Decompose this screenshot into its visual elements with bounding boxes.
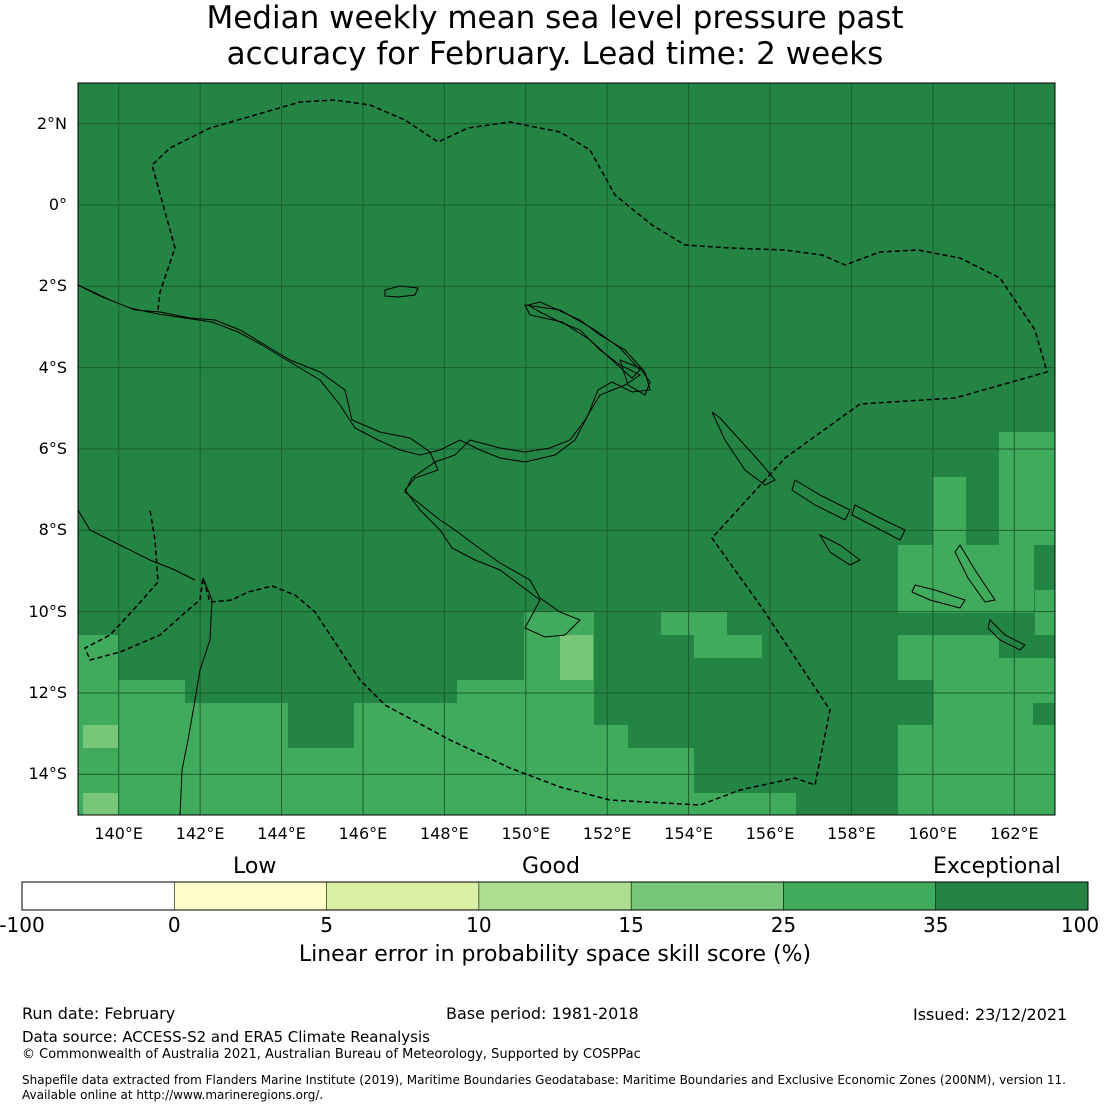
coastline-solomon-3 <box>818 533 861 566</box>
lon-label: 156°E <box>745 824 795 843</box>
shapefile-credit-1: Shapefile data extracted from Flanders M… <box>22 1073 1066 1087</box>
lat-label: 8°S <box>38 520 67 540</box>
skill-cell-5 <box>933 658 1055 703</box>
coastline-cape-york <box>179 577 213 816</box>
legend-category-good: Good <box>522 854 580 879</box>
base-period: Base period: 1981-2018 <box>446 1004 639 1023</box>
lat-label: 0° <box>48 195 67 214</box>
colorbar-tick: 10 <box>466 913 492 937</box>
skill-cell-1 <box>933 477 966 545</box>
skill-cell-19 <box>694 793 796 815</box>
legend-category-low: Low <box>233 854 277 879</box>
colorbar-segment-2 <box>326 882 479 910</box>
shapefile-credit-2: Available online at http://www.marinereg… <box>22 1088 324 1102</box>
colorbar-tick: -100 <box>0 913 45 937</box>
lon-label: 154°E <box>664 824 713 843</box>
colorbar-tick: 35 <box>922 913 949 937</box>
skill-cell-2 <box>898 545 1034 613</box>
map-gridlines <box>78 83 1055 815</box>
lat-label: 4°S <box>38 357 67 377</box>
skill-cell-3 <box>1035 590 1055 635</box>
title-line-2: accuracy for February. Lead time: 2 week… <box>226 36 884 72</box>
eez-boundary-png <box>84 99 1048 806</box>
colorbar-tick: 5 <box>320 913 333 937</box>
run-date: Run date: February <box>22 1004 176 1023</box>
data-source: Data source: ACCESS-S2 and ERA5 Climate … <box>22 1028 430 1046</box>
coastline-new-britain <box>524 304 641 379</box>
colorbar-tick: 15 <box>618 913 644 937</box>
skill-cell-0 <box>999 432 1055 545</box>
colorbar-segment-6 <box>935 882 1088 910</box>
coastline-solomon-4 <box>911 584 966 609</box>
skill-cell-15 <box>594 725 628 815</box>
lat-label: 10°S <box>28 601 67 621</box>
skill-cell-7 <box>898 725 1055 815</box>
coastline-solomon-5 <box>954 544 996 603</box>
skill-cell-21 <box>83 793 118 815</box>
skill-cell-22 <box>560 635 593 680</box>
lon-label: 162°E <box>989 824 1039 843</box>
colorbar-segment-0 <box>22 882 175 910</box>
lat-label: 12°S <box>28 683 67 702</box>
skill-cell-17 <box>661 612 727 635</box>
colorbar-tick: 0 <box>167 913 181 937</box>
lon-label: 140°E <box>94 824 144 843</box>
colorbar-tick: 100 <box>1060 913 1100 937</box>
lon-label: 142°E <box>175 824 225 843</box>
coastline-solomon-2 <box>851 504 906 541</box>
coastline-bougainville <box>711 411 776 486</box>
map-frame <box>77 82 1056 816</box>
colorbar-border <box>21 881 1089 911</box>
lon-label: 150°E <box>501 824 551 843</box>
colorbar-title: Linear error in probability space skill … <box>298 942 812 967</box>
skill-cell-11 <box>288 748 354 815</box>
coastline-islands-se <box>987 619 1026 651</box>
lon-label: 148°E <box>420 824 469 843</box>
lat-label: 6°S <box>38 439 67 458</box>
title-line-1: Median weekly mean sea level pressure pa… <box>206 0 904 36</box>
lon-label: 158°E <box>827 824 876 843</box>
lon-label: 160°E <box>908 824 958 843</box>
lon-label: 146°E <box>338 824 388 843</box>
skill-cell-20 <box>83 725 118 748</box>
lat-label: 2°S <box>38 276 67 296</box>
colorbar-segment-1 <box>174 882 327 910</box>
lon-label: 152°E <box>582 824 632 843</box>
copyright: © Commonwealth of Australia 2021, Austra… <box>22 1047 641 1062</box>
coastline-new-ireland <box>619 359 651 396</box>
coastline-manus <box>384 285 419 298</box>
skill-cell-16 <box>628 748 694 815</box>
colorbar-segment-4 <box>631 882 784 910</box>
coastline-new-guinea <box>77 284 651 638</box>
lat-label: 14°S <box>28 764 67 784</box>
legend-category-exceptional: Exceptional <box>933 854 1061 879</box>
coastline-solomon-1 <box>791 479 851 521</box>
colorbar-tick: 25 <box>770 913 797 937</box>
coastline-gulf-of-carpentaria <box>77 509 196 581</box>
coastlines <box>77 284 1026 816</box>
skill-cell-18 <box>694 635 762 658</box>
skill-cell-9 <box>118 680 185 815</box>
issued-date: Issued: 23/12/2021 <box>913 1005 1068 1024</box>
colorbar-segment-5 <box>783 882 936 910</box>
lon-label: 144°E <box>257 824 306 843</box>
skill-cell-13 <box>457 680 524 703</box>
skill-cell-6 <box>933 703 1033 725</box>
skill-cell-12 <box>354 703 524 815</box>
colorbar-segment-3 <box>478 882 632 910</box>
lat-label: 2°N <box>36 113 67 133</box>
skill-cell-10 <box>185 703 288 815</box>
colorbar <box>21 881 1089 911</box>
chart-title: Median weekly mean sea level pressure pa… <box>0 0 1110 72</box>
eez-boundary <box>84 99 1048 806</box>
